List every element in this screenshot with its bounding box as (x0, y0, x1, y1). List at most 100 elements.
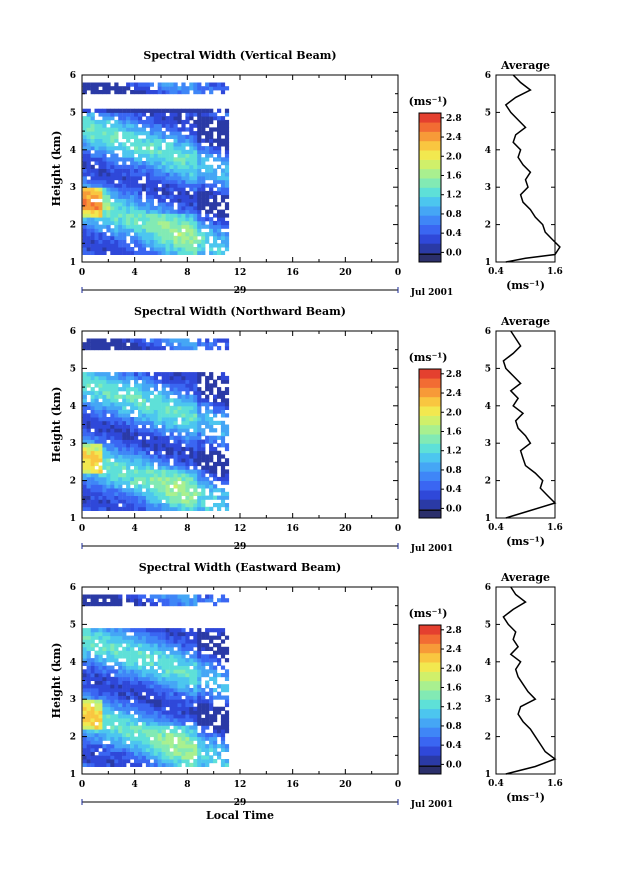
heatmap-cell (122, 86, 127, 91)
heatmap-cell (141, 127, 147, 132)
heatmap-cell (220, 176, 226, 181)
heatmap-cell (201, 643, 206, 648)
heatmap-cell (201, 176, 206, 181)
heatmap-cell (149, 469, 154, 474)
heatmap-cell (213, 643, 218, 648)
heatmap-cell (118, 643, 123, 648)
heatmap-cell (185, 398, 190, 403)
heatmap-cell (181, 654, 186, 659)
heatmap-cell (118, 476, 123, 482)
heatmap-cell (114, 228, 119, 233)
heatmap-cell (141, 409, 147, 414)
heatmap-cell (193, 658, 198, 663)
heatmap-cell (209, 217, 214, 222)
average-profile-line (502, 330, 557, 519)
heatmap-cell (193, 375, 198, 381)
heatmap-cell (181, 123, 186, 128)
y-tick-label: 5 (70, 108, 76, 118)
heatmap-cell (94, 428, 99, 433)
heatmap-cell (134, 90, 139, 95)
heatmap-cell (98, 183, 103, 188)
heatmap-cell (220, 232, 226, 237)
heatmap-cell (213, 138, 218, 143)
heatmap-cell (209, 112, 214, 117)
heatmap-cell (193, 157, 198, 162)
heatmap-cell (177, 488, 182, 493)
heatmap-cell (94, 732, 99, 738)
heatmap-cell (193, 594, 198, 599)
heatmap-cell (205, 699, 210, 704)
heatmap-cell (205, 721, 210, 726)
heatmap-cell (213, 86, 218, 91)
heatmap-cell (106, 417, 111, 422)
heatmap-cell (114, 413, 119, 418)
heatmap-cell (98, 499, 103, 504)
heatmap-cell (165, 439, 170, 444)
heatmap-cell (114, 379, 119, 384)
heatmap-cell (106, 116, 111, 121)
heatmap-cell (185, 390, 190, 395)
heatmap-cell (138, 168, 143, 173)
heatmap-cell (90, 379, 95, 384)
heatmap-cell (209, 232, 214, 237)
heatmap-cell (213, 717, 218, 723)
heatmap-cell (145, 506, 151, 511)
heatmap-cell (130, 394, 135, 399)
heatmap-cell (98, 762, 103, 767)
heatmap-cell (201, 179, 206, 184)
heatmap-cell (197, 736, 202, 741)
heatmap-cell (94, 82, 99, 87)
heatmap-cell (161, 755, 166, 760)
heatmap-cell (169, 413, 174, 418)
heatmap-cell (98, 372, 103, 377)
heatmap-cell (224, 205, 230, 211)
heatmap-cell (102, 751, 107, 756)
heatmap-cell (153, 439, 158, 444)
heatmap-cell (197, 669, 202, 674)
heatmap-cell (134, 205, 139, 211)
heatmap-cell (114, 146, 119, 151)
heatmap-cell (201, 506, 206, 511)
heatmap-cell (197, 387, 202, 392)
heatmap-cell (209, 669, 214, 674)
heatmap-cell (209, 420, 214, 425)
heatmap-cell (220, 714, 226, 719)
heatmap-cell (149, 435, 154, 440)
heatmap-cell (165, 235, 170, 240)
heatmap-cell (165, 390, 170, 395)
heatmap-cell (197, 372, 202, 377)
date-day-label: 29 (234, 542, 247, 552)
heatmap-cell (169, 631, 174, 637)
heatmap-cell (106, 450, 111, 455)
heatmap-cell (169, 428, 174, 433)
heatmap-cell (213, 179, 218, 184)
heatmap-cell (217, 729, 222, 734)
heatmap-cell (193, 220, 198, 226)
heatmap-cell (165, 635, 170, 640)
heatmap-cell (90, 183, 95, 188)
heatmap-cell (130, 688, 135, 693)
heatmap-cell (169, 759, 174, 764)
heatmap-cell (149, 461, 154, 467)
heatmap-cell (213, 168, 218, 173)
heatmap-cell (189, 153, 194, 158)
heatmap-cell (217, 461, 222, 467)
heatmap-cell (130, 338, 135, 343)
heatmap-cell (141, 108, 147, 113)
colorbar-segment (419, 406, 441, 416)
x-tick-label: 0 (395, 780, 401, 790)
heatmap-cell (181, 673, 186, 678)
heatmap-cell (165, 736, 170, 741)
heatmap-cell (114, 435, 119, 440)
heatmap-cell (201, 202, 206, 207)
heatmap-cell (86, 383, 91, 388)
heatmap-cell (90, 499, 95, 504)
heatmap-cell (126, 594, 131, 599)
heatmap-cell (82, 725, 87, 730)
heatmap-cell (94, 688, 99, 693)
heatmap-cell (118, 247, 123, 252)
heatmap-cell (181, 387, 186, 392)
heatmap-cell (185, 134, 190, 139)
heatmap-cell (161, 454, 166, 459)
heatmap-cell (185, 732, 190, 738)
